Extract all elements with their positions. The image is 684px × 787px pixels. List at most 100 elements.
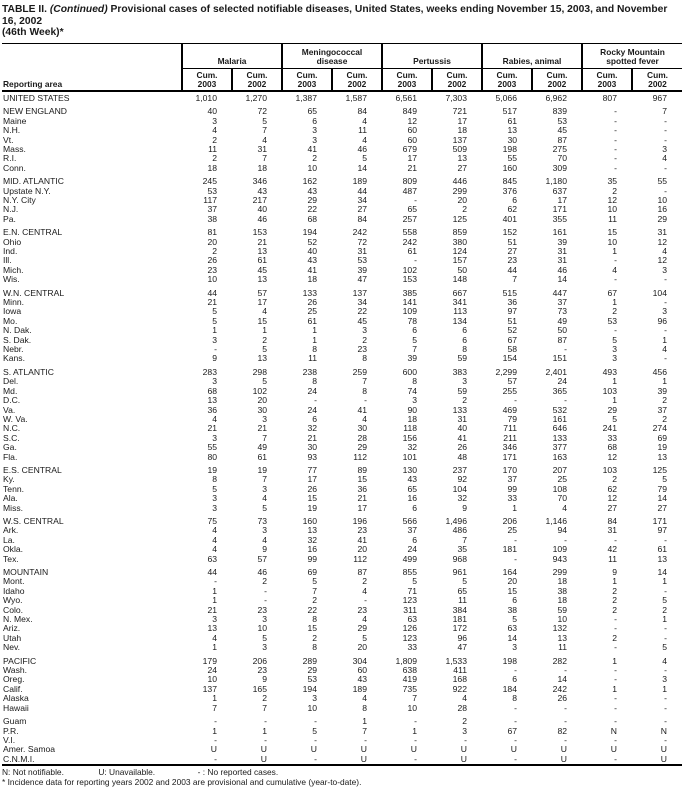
reporting-area-cell: PACIFIC [3, 656, 37, 666]
value-cell: - [664, 163, 667, 173]
value-cell: 72 [257, 107, 267, 117]
value-cell: 2 [462, 717, 467, 727]
value-cell: 26 [207, 256, 217, 266]
reporting-area-cell: D.C. [3, 396, 21, 406]
value-cell: - [214, 717, 217, 727]
value-cell: 2 [612, 186, 617, 196]
value-cell: 241 [602, 424, 617, 434]
value-cell: 3 [362, 326, 367, 336]
value-cell: 153 [402, 275, 417, 285]
value-cell: 77 [307, 465, 317, 475]
table-row: Amer. Samoa U U U U U U U U U U [2, 745, 682, 754]
value-cell: - [664, 735, 667, 745]
value-cell: 43 [357, 675, 367, 685]
value-cell: 299 [552, 568, 567, 577]
value-cell: 3 [212, 335, 217, 345]
value-cell: 1,146 [545, 516, 567, 526]
value-cell: 1 [662, 684, 667, 694]
value-cell: 38 [207, 214, 217, 224]
value-cell: 112 [353, 452, 367, 462]
reporting-area-cell: Del. [3, 377, 19, 387]
reporting-area-cell: Kans. [3, 354, 25, 364]
value-cell: 189 [352, 684, 367, 694]
value-cell: 41 [307, 265, 317, 275]
value-cell: 9 [262, 545, 267, 555]
value-cell: 4 [262, 535, 267, 545]
value-cell: 5 [462, 577, 467, 587]
table-row: Ga. 55 49 30 29 32 26 346 377 68 19 [2, 443, 682, 452]
year-label: 2002 [447, 78, 467, 89]
value-cell: 160 [502, 163, 517, 173]
value-cell: 6 [412, 535, 417, 545]
table-row: Tex. 63 57 99 112 499 968 - 943 11 13 [2, 555, 682, 564]
value-cell: 14 [557, 675, 567, 685]
value-cell: - [664, 326, 667, 336]
value-cell: 194 [302, 228, 317, 238]
table-row: Ind. 2 13 40 31 61 124 27 31 1 4 [2, 247, 682, 256]
reporting-area-cell: MOUNTAIN [3, 568, 49, 577]
value-cell: 48 [457, 452, 467, 462]
value-cell: 5 [262, 633, 267, 643]
value-cell: 1 [612, 396, 617, 406]
reporting-area-cell: NEW ENGLAND [3, 107, 67, 117]
table-row: Guam - - - 1 - 2 - - - - [2, 717, 682, 726]
value-cell: 5 [662, 643, 667, 653]
value-cell: 29 [357, 624, 367, 634]
reporting-area-cell: W. Va. [3, 414, 28, 424]
reporting-area-cell: Mont. [3, 577, 25, 587]
value-cell: 1,496 [445, 516, 467, 526]
value-cell: 600 [402, 367, 417, 377]
value-cell: 43 [407, 475, 417, 485]
value-cell: 5 [262, 377, 267, 387]
value-cell: 7 [262, 433, 267, 443]
value-cell: 18 [407, 414, 417, 424]
value-cell: 81 [207, 228, 217, 238]
value-cell: - [664, 717, 667, 727]
value-cell: 21 [207, 605, 217, 615]
value-cell: - [664, 126, 667, 136]
reporting-area-cell: Ark. [3, 526, 19, 536]
value-cell: - [614, 326, 617, 336]
value-cell: 123 [402, 633, 417, 643]
value-cell: - [614, 754, 617, 764]
value-cell: 160 [302, 516, 317, 526]
year-label: 2002 [347, 78, 367, 89]
value-cell: 4 [212, 126, 217, 136]
value-cell: 377 [552, 443, 567, 453]
value-cell: 29 [607, 405, 617, 415]
value-cell: 10 [207, 675, 217, 685]
value-cell: 961 [452, 568, 467, 577]
value-cell: 4 [562, 503, 567, 513]
value-cell: 40 [207, 107, 217, 117]
value-cell: 125 [652, 465, 667, 475]
value-cell: 35 [457, 545, 467, 555]
value-cell: 124 [452, 247, 467, 256]
value-cell: - [614, 703, 617, 713]
table-row: Wash. 24 23 29 60 638 411 - - - - [2, 666, 682, 675]
value-cell: 37 [407, 526, 417, 536]
value-cell: 97 [507, 307, 517, 317]
value-cell: 4 [662, 247, 667, 256]
value-cell: 58 [507, 345, 517, 355]
value-cell: 6 [312, 116, 317, 126]
table-row: La. 4 4 32 41 6 7 - - - - [2, 536, 682, 545]
value-cell: 2 [212, 135, 217, 145]
value-cell: - [614, 535, 617, 545]
cum-year-header: Cum. 2003 [481, 68, 532, 92]
value-cell: 282 [552, 656, 567, 666]
value-cell: 7 [412, 345, 417, 355]
value-cell: 4 [362, 116, 367, 126]
table-header: Reporting area Malaria Meningococcal disea… [2, 42, 682, 92]
value-cell: 638 [402, 666, 417, 676]
value-cell: 1 [612, 298, 617, 308]
value-cell: 2 [212, 247, 217, 256]
value-cell: U [510, 745, 517, 755]
value-cell: - [664, 116, 667, 126]
reporting-area-cell: Ind. [3, 247, 18, 256]
value-cell: 71 [407, 586, 417, 596]
value-cell: - [614, 694, 617, 704]
value-cell: 3 [262, 643, 267, 653]
value-cell: 26 [457, 443, 467, 453]
value-cell: 60 [407, 135, 417, 145]
value-cell: U [260, 745, 267, 755]
